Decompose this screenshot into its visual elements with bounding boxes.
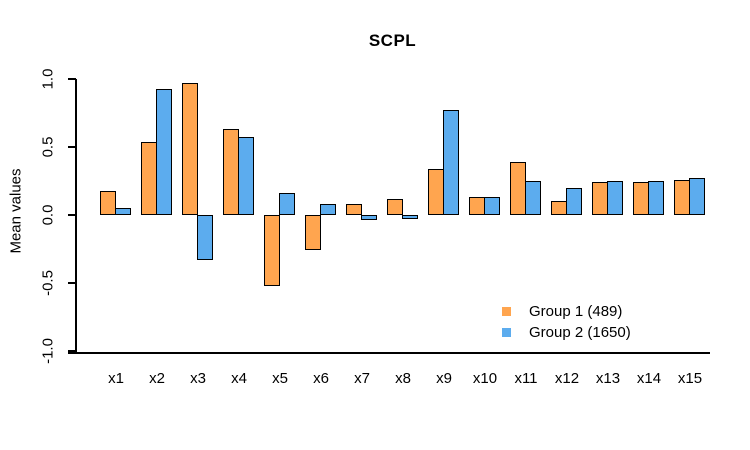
bar-x4-series2 [238,137,254,215]
y-axis-tick [68,350,76,352]
x-axis-label-x7: x7 [354,370,370,387]
x-axis-label-x6: x6 [313,370,329,387]
bar-x1-series2 [115,208,131,215]
bar-x14-series2 [648,181,664,215]
bar-x15-series1 [674,180,690,215]
bar-x6-series2 [320,204,336,215]
y-axis-tick [68,78,76,80]
y-axis-tick-label: 0.0 [39,204,57,226]
y-axis-tick-label: 1.0 [39,68,57,90]
bar-x12-series2 [566,188,582,215]
legend-swatch-icon [502,307,511,316]
x-axis-label-x4: x4 [231,370,247,387]
bar-x2-series1 [141,142,157,215]
legend-row: Group 1 (489) [502,301,631,322]
bar-x11-series1 [510,162,526,215]
bar-x9-series1 [428,169,444,215]
y-axis-tick [68,146,76,148]
legend-row: Group 2 (1650) [502,322,631,343]
bar-x3-series1 [182,83,198,215]
bar-x5-series1 [264,215,280,286]
x-axis-line [68,352,710,354]
bar-x10-series2 [484,197,500,215]
bar-x10-series1 [469,197,485,215]
y-axis-tick [68,214,76,216]
bar-x14-series1 [633,182,649,215]
bar-x12-series1 [551,201,567,215]
legend-label: Group 1 (489) [529,303,623,320]
legend-label: Group 2 (1650) [529,324,631,341]
bar-x2-series2 [156,89,172,215]
x-axis-label-x1: x1 [108,370,124,387]
y-axis-tick [68,282,76,284]
bar-x15-series2 [689,178,705,215]
y-axis-label: Mean values [7,168,25,254]
bar-x13-series2 [607,181,623,215]
x-axis-label-x12: x12 [554,370,580,387]
y-axis-line [75,79,77,353]
bar-x13-series1 [592,182,608,215]
bar-x7-series1 [346,204,362,215]
x-axis-label-x14: x14 [636,370,662,387]
bar-x6-series1 [305,215,321,250]
y-axis-tick-label: -0.5 [39,270,57,296]
bar-x8-series2 [402,215,418,219]
x-axis-label-x3: x3 [190,370,206,387]
x-axis-label-x9: x9 [436,370,452,387]
x-axis-label-x2: x2 [149,370,165,387]
x-axis-label-x13: x13 [595,370,621,387]
y-axis-tick-label: 0.5 [39,136,57,158]
y-axis-tick-label: -1.0 [39,338,57,364]
x-axis-label-x8: x8 [395,370,411,387]
x-axis-label-x10: x10 [472,370,498,387]
legend-swatch-icon [502,328,511,337]
x-axis-label-x5: x5 [272,370,288,387]
x-axis-label-x11: x11 [514,370,538,387]
legend: Group 1 (489) Group 2 (1650) [502,301,631,343]
bar-x7-series2 [361,215,377,220]
bar-x11-series2 [525,181,541,215]
chart-title: SCPL [368,31,417,50]
bar-x4-series1 [223,129,239,215]
bar-x5-series2 [279,193,295,215]
bar-x8-series1 [387,199,403,215]
x-axis-label-x15: x15 [677,370,703,387]
bar-x3-series2 [197,215,213,260]
bar-x1-series1 [100,191,116,215]
bar-x9-series2 [443,110,459,215]
